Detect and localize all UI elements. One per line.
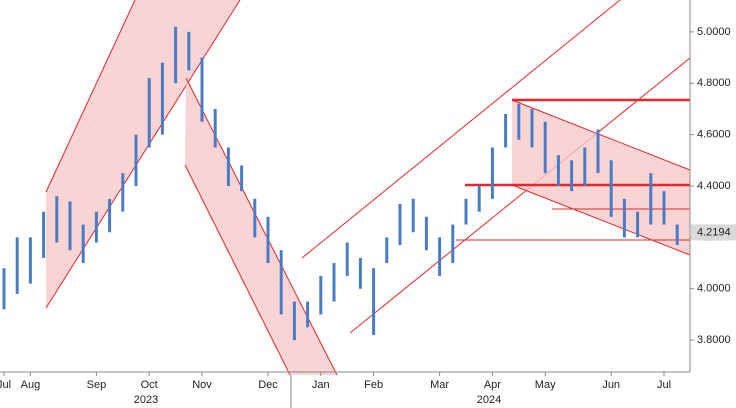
bar <box>398 203 402 246</box>
year-label: 2024 <box>477 394 501 406</box>
bar <box>160 62 164 135</box>
bar <box>622 198 626 238</box>
last-value-box <box>691 224 736 241</box>
channel-fill <box>512 100 690 255</box>
bar <box>464 198 468 225</box>
x-tick-label: Jul <box>0 379 11 391</box>
bar <box>332 263 336 302</box>
bar <box>372 268 376 336</box>
bar <box>451 224 455 264</box>
bar <box>147 78 151 148</box>
x-tick-label: Mar <box>430 379 449 391</box>
y-tick-label: 4.4000 <box>697 180 731 192</box>
bar <box>385 237 389 264</box>
bar <box>477 186 481 212</box>
bar <box>200 57 204 122</box>
bar <box>424 216 428 251</box>
bar <box>121 173 125 212</box>
x-tick-label: Dec <box>258 379 278 391</box>
bar <box>662 191 666 225</box>
bar <box>345 242 349 276</box>
trend-line <box>511 99 691 171</box>
bar <box>253 198 257 238</box>
trend-line <box>349 57 691 334</box>
x-tick-label: Oct <box>141 379 158 391</box>
trend-line <box>185 77 338 376</box>
bar <box>438 237 442 276</box>
bar <box>649 173 653 225</box>
bar <box>411 198 415 233</box>
bar <box>108 198 112 233</box>
bar <box>213 108 217 148</box>
bar <box>306 301 310 328</box>
bar <box>55 196 59 243</box>
x-tick-label: Nov <box>192 379 212 391</box>
trend-line <box>511 184 691 256</box>
bar <box>94 211 98 243</box>
bar <box>596 129 600 174</box>
bar <box>134 134 138 186</box>
bar <box>292 301 296 341</box>
y-tick-label: 3.8000 <box>697 334 731 346</box>
bar <box>583 147 587 186</box>
bar <box>358 257 362 289</box>
annotations <box>45 0 691 376</box>
bar <box>266 216 270 264</box>
trend-line <box>45 0 241 309</box>
bar <box>570 160 574 192</box>
last-value-label: 4.2194 <box>697 226 731 238</box>
bar <box>42 211 46 258</box>
bars <box>2 26 679 341</box>
bar <box>556 155 560 186</box>
bar <box>28 237 32 284</box>
x-tick-label: Jul <box>657 379 671 391</box>
x-tick-label: Feb <box>364 379 383 391</box>
y-tick-label: 4.0000 <box>697 283 731 295</box>
bar <box>174 26 178 84</box>
x-tick-label: Aug <box>21 379 41 391</box>
y-tick-label: 4.6000 <box>697 129 731 141</box>
y-tick-label: 4.8000 <box>697 77 731 89</box>
bar <box>81 224 85 264</box>
bar <box>675 224 679 246</box>
bar <box>2 268 6 310</box>
trend-line <box>45 0 136 193</box>
bar <box>319 275 323 315</box>
x-tick-label: Apr <box>484 379 501 391</box>
x-tick-label: May <box>535 379 556 391</box>
y-tick-label: 5.0000 <box>697 26 731 38</box>
bar <box>530 108 534 148</box>
bar <box>279 250 283 315</box>
bar <box>609 160 613 217</box>
x-tick-label: Jan <box>312 379 330 391</box>
bar <box>504 114 508 148</box>
year-label: 2023 <box>134 394 158 406</box>
bar <box>517 103 521 140</box>
bar <box>240 165 244 192</box>
bar <box>15 237 19 294</box>
bar <box>543 121 547 174</box>
bar <box>226 147 230 186</box>
trend-line <box>184 164 291 376</box>
x-tick-label: Sep <box>87 379 107 391</box>
x-tick-label: Jun <box>602 379 620 391</box>
trend-line <box>301 0 621 259</box>
bar <box>636 211 640 238</box>
bar <box>490 147 494 199</box>
bar <box>68 201 72 251</box>
bar <box>187 31 191 71</box>
